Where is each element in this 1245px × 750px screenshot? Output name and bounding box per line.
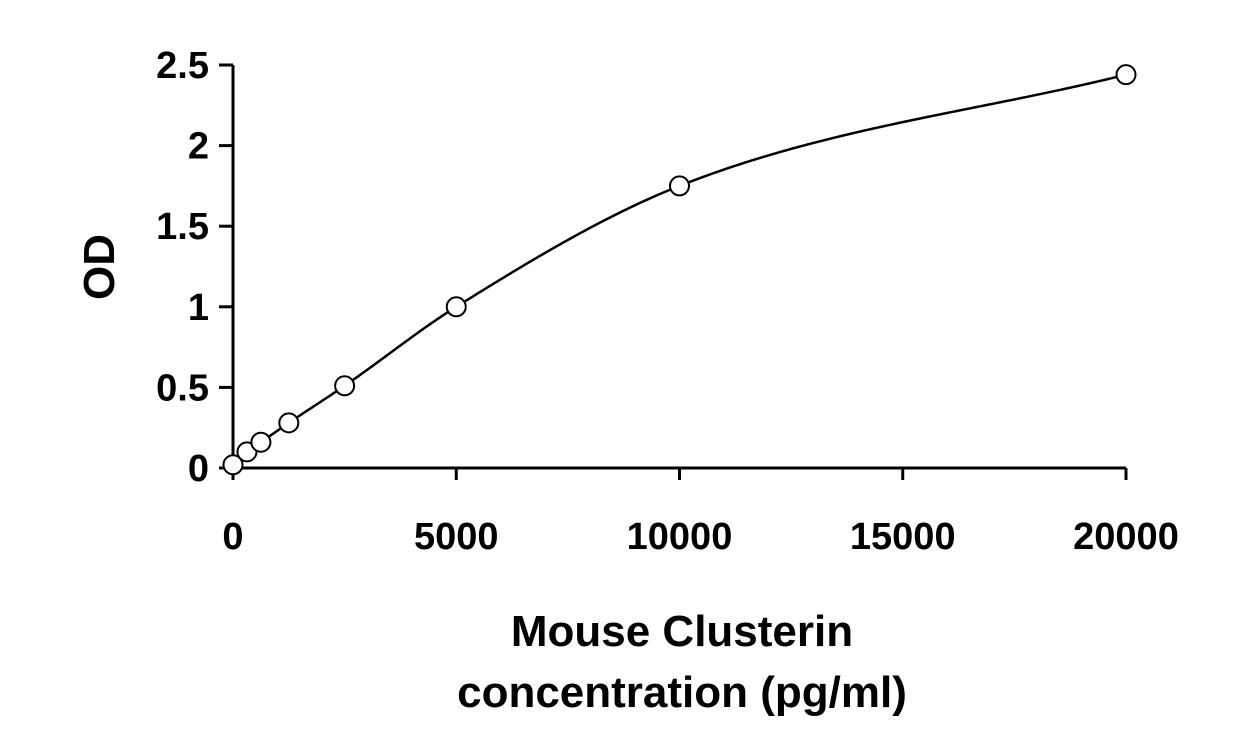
y-tick-label: 0.5 — [156, 367, 209, 409]
data-point — [334, 375, 356, 397]
y-tick-label: 2 — [188, 126, 209, 168]
data-points — [222, 64, 1137, 476]
data-point — [669, 175, 690, 197]
data-point — [250, 431, 272, 453]
x-axis-title-line1: Mouse Clusterin — [511, 607, 853, 656]
x-tick-label: 15000 — [850, 516, 956, 558]
x-tick-label: 5000 — [414, 516, 499, 558]
data-point — [445, 296, 467, 318]
y-tick-label: 2.5 — [156, 45, 209, 87]
y-tick-label: 1.5 — [156, 206, 209, 248]
x-axis-title-line2: concentration (pg/ml) — [457, 668, 907, 717]
x-tick-label: 10000 — [627, 516, 733, 558]
y-tick-label: 0 — [188, 448, 209, 490]
fit-curve — [232, 73, 1127, 466]
x-axis-ticks: 0 5000 10000 15000 20000 — [222, 468, 1179, 558]
data-point — [222, 454, 244, 476]
y-axis-ticks: 0 0.5 1 1.5 2 2.5 — [156, 45, 233, 490]
data-point — [278, 412, 300, 434]
x-tick-label: 0 — [222, 516, 243, 558]
x-tick-label: 20000 — [1073, 516, 1179, 558]
y-axis-title: OD — [75, 234, 124, 300]
y-tick-label: 1 — [188, 287, 209, 329]
data-point — [1115, 64, 1137, 86]
